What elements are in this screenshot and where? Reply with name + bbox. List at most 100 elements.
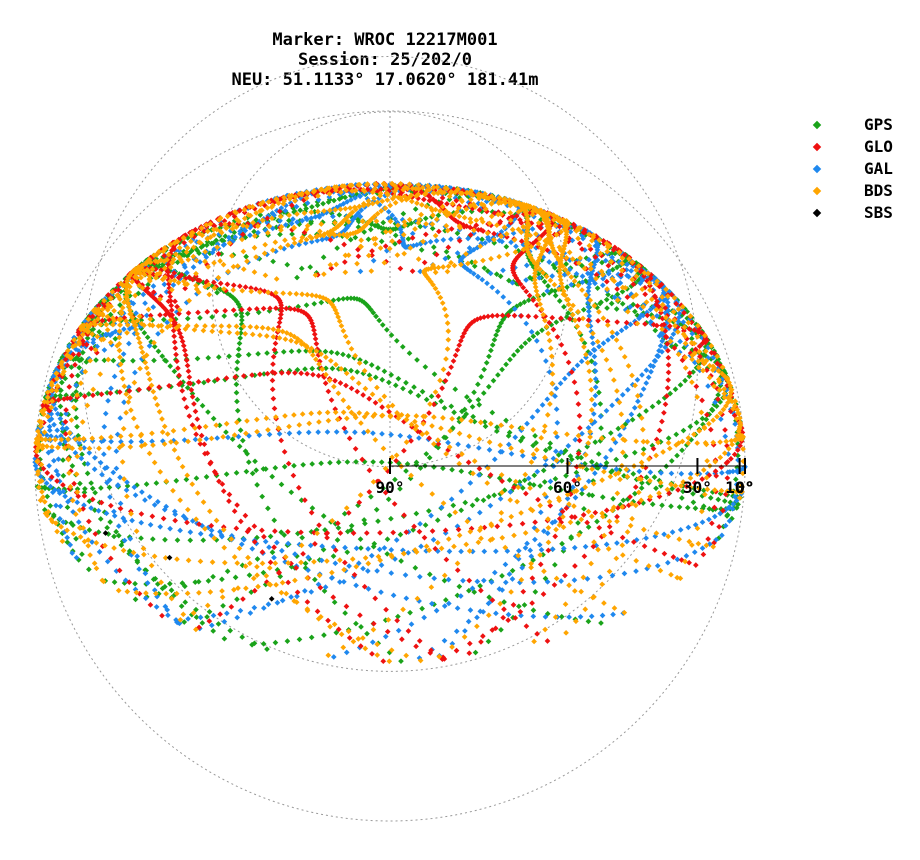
point-gps <box>507 356 513 363</box>
point-gps <box>309 204 315 210</box>
point-glo <box>394 617 400 624</box>
point-gps <box>615 425 622 432</box>
point-gal <box>165 612 171 619</box>
point-gps <box>495 372 501 378</box>
point-gps <box>588 459 595 465</box>
point-bds <box>220 261 227 268</box>
point-glo <box>312 335 319 342</box>
point-gps <box>295 303 302 310</box>
point-glo <box>576 412 583 419</box>
point-bds <box>293 291 300 297</box>
point-gps <box>249 641 255 648</box>
point-gps <box>516 479 523 485</box>
point-glo <box>295 484 302 491</box>
point-gps <box>721 498 728 504</box>
point-gal <box>494 289 501 295</box>
point-glo <box>478 639 484 645</box>
point-gal <box>574 362 581 369</box>
point-gal <box>577 613 584 620</box>
point-gps <box>441 577 448 584</box>
point-gps <box>481 366 487 373</box>
point-gps <box>693 419 700 426</box>
point-glo <box>325 617 331 624</box>
point-glo <box>230 307 237 313</box>
point-glo <box>575 401 582 407</box>
point-glo <box>614 319 621 325</box>
point-gps <box>298 497 305 504</box>
point-bds <box>443 356 449 362</box>
point-gal <box>603 407 610 414</box>
point-gal <box>448 496 455 503</box>
point-bds <box>541 428 548 435</box>
point-gps <box>318 460 324 467</box>
point-gps <box>692 505 699 512</box>
point-gps <box>227 627 234 634</box>
point-gps <box>494 327 501 334</box>
point-glo <box>346 435 353 442</box>
point-glo <box>357 612 363 619</box>
point-bds <box>640 426 646 433</box>
point-gal <box>433 607 440 614</box>
point-glo <box>315 372 322 379</box>
point-gps <box>435 212 442 219</box>
point-bds <box>544 412 551 418</box>
point-gal <box>224 610 230 617</box>
point-gps <box>373 506 380 513</box>
point-glo <box>581 553 588 560</box>
point-gps <box>234 596 240 603</box>
point-gal <box>405 549 412 556</box>
point-gps <box>464 394 470 400</box>
point-gal <box>502 561 509 568</box>
point-bds <box>266 565 273 571</box>
point-glo <box>171 333 177 340</box>
point-gps <box>233 381 240 388</box>
point-glo <box>157 312 163 318</box>
point-bds <box>184 590 191 597</box>
point-gps <box>446 196 453 203</box>
point-gps <box>300 461 306 468</box>
point-glo <box>445 370 452 377</box>
point-glo <box>269 377 276 384</box>
point-bds <box>189 481 196 487</box>
point-glo <box>328 397 335 403</box>
point-glo <box>384 628 391 635</box>
point-gps <box>472 649 479 656</box>
point-bds <box>637 403 643 410</box>
point-bds <box>542 423 548 430</box>
point-gps <box>224 568 231 575</box>
point-glo <box>466 640 473 647</box>
point-gal <box>639 372 645 378</box>
point-bds <box>606 568 613 575</box>
point-gps <box>542 447 549 454</box>
point-gps <box>151 357 157 364</box>
point-gps <box>519 485 526 491</box>
point-glo <box>242 284 249 290</box>
point-bds <box>230 263 237 270</box>
point-bds <box>280 290 286 297</box>
point-gal <box>305 429 312 436</box>
point-bds <box>329 569 335 576</box>
point-gal <box>51 457 57 464</box>
point-gps <box>281 463 288 470</box>
point-bds <box>437 294 444 301</box>
point-gps <box>384 326 390 333</box>
point-gal <box>136 566 142 572</box>
point-glo <box>571 379 578 386</box>
point-gal <box>635 398 641 405</box>
point-gps <box>93 357 99 363</box>
point-bds <box>434 539 441 546</box>
point-glo <box>185 310 192 316</box>
point-gal <box>161 281 168 288</box>
point-glo <box>238 518 244 525</box>
point-bds <box>355 636 362 642</box>
point-gps <box>238 313 245 320</box>
point-gps <box>308 220 314 226</box>
point-gps <box>244 450 250 457</box>
point-glo <box>592 509 599 516</box>
point-glo <box>580 512 587 518</box>
point-bds <box>362 645 369 652</box>
point-gps <box>173 477 180 484</box>
point-glo <box>709 520 715 527</box>
point-glo <box>172 345 179 352</box>
point-gal <box>529 414 536 420</box>
